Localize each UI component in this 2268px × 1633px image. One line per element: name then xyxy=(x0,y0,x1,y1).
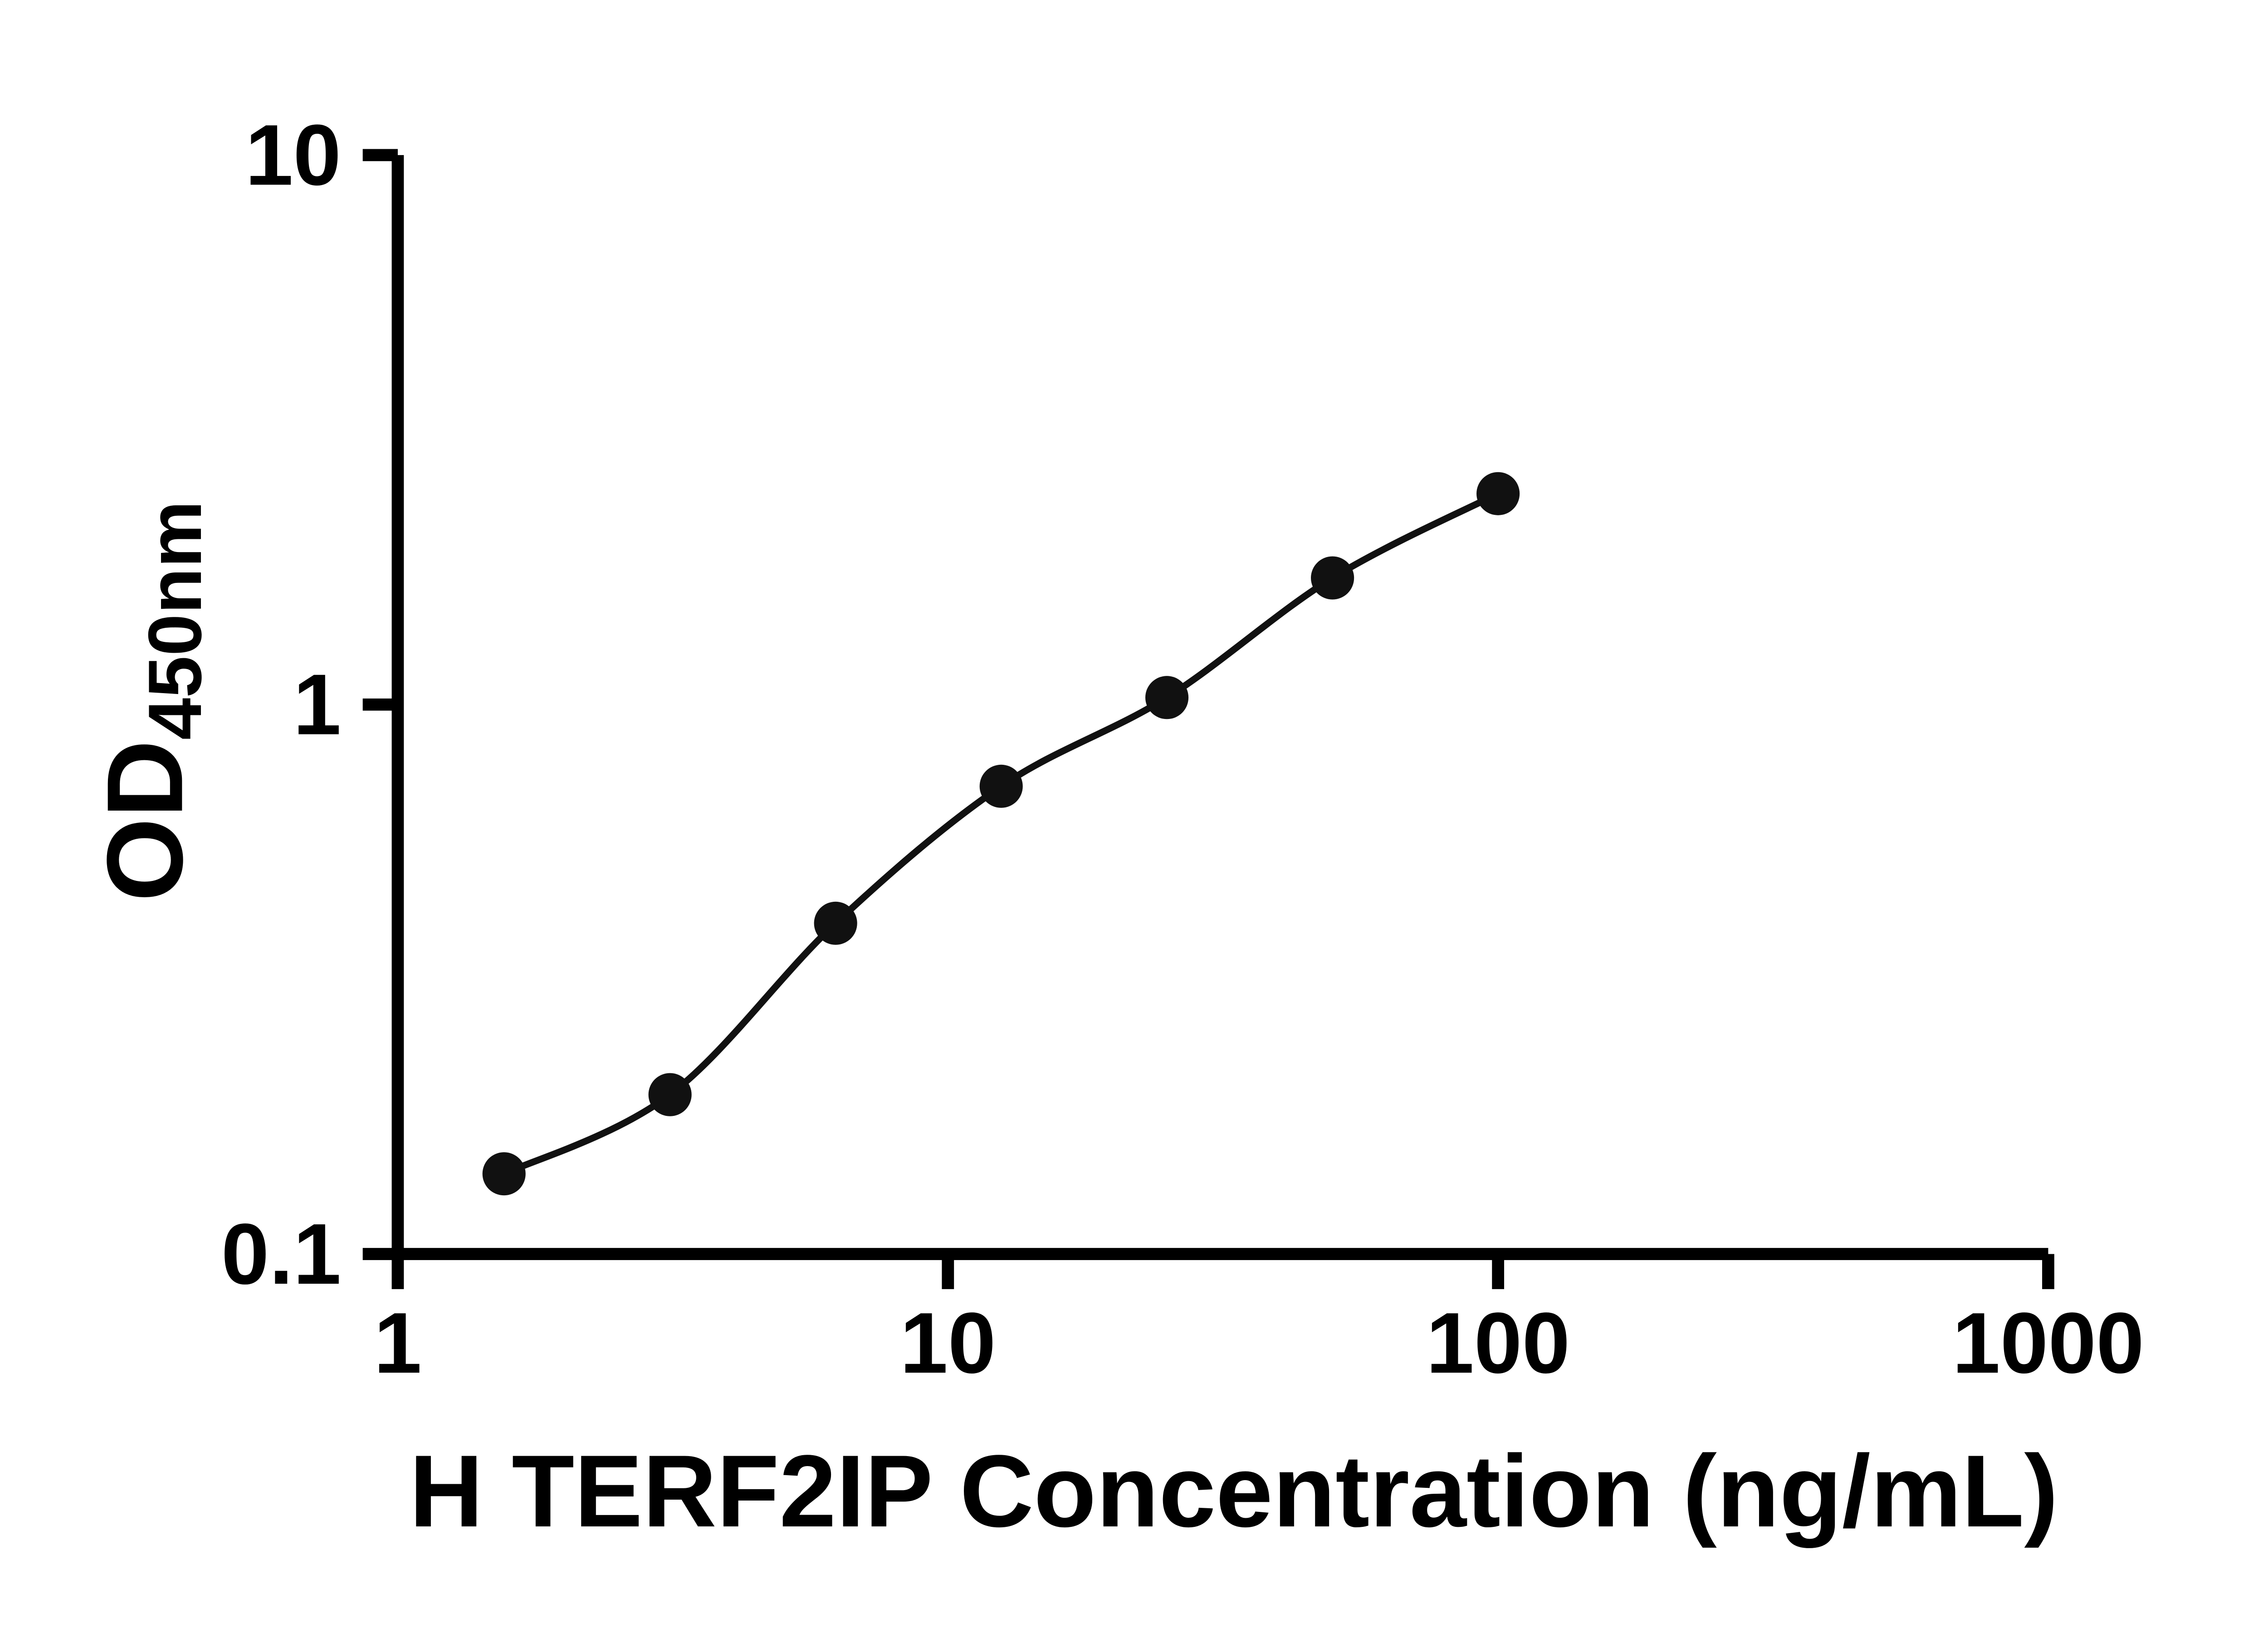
y-tick-label: 0.1 xyxy=(221,1206,341,1302)
data-point xyxy=(814,901,857,945)
y-axis-title: OD450nm xyxy=(85,501,217,902)
data-point xyxy=(1311,556,1354,600)
y-tick-label: 10 xyxy=(245,107,341,203)
data-point xyxy=(1145,676,1189,719)
x-axis-title: H TERF2IP Concentration (ng/mL) xyxy=(409,1433,2058,1548)
y-axis-title-main: OD xyxy=(85,740,205,902)
x-tick-label: 10 xyxy=(900,1295,996,1391)
y-axis-title-subscript: 450nm xyxy=(133,501,217,740)
x-tick-label: 100 xyxy=(1426,1295,1570,1391)
data-point xyxy=(979,764,1023,808)
plot-area: 1 10 100 1000 0.1 1 10 xyxy=(221,107,2144,1391)
fit-curve xyxy=(502,490,1500,1177)
axis-spines xyxy=(391,155,2048,1260)
data-point xyxy=(1476,472,1520,515)
x-tick-label: 1000 xyxy=(1952,1295,2144,1391)
data-point xyxy=(648,1073,692,1116)
x-tick-label: 1 xyxy=(374,1295,422,1391)
data-point xyxy=(482,1152,526,1196)
y-tick-label: 1 xyxy=(293,657,341,753)
